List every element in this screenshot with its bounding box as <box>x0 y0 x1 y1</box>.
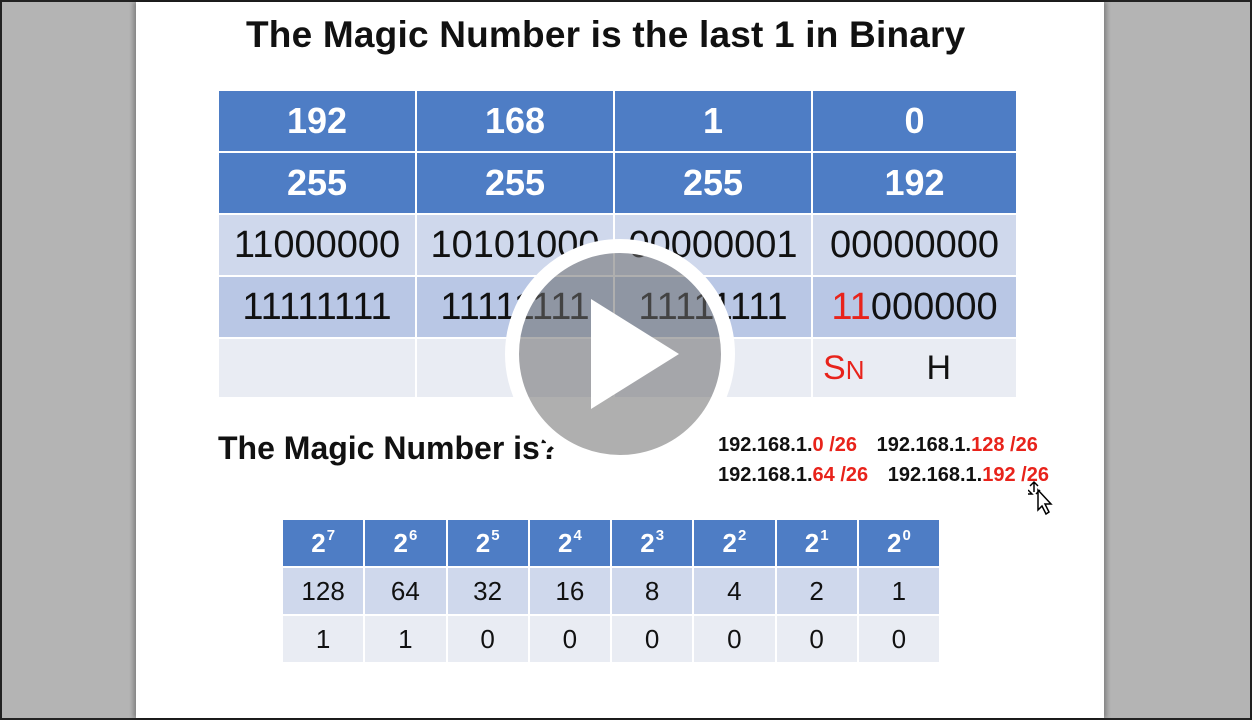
value-cell: 64 <box>363 566 448 616</box>
bit-cell: 0 <box>856 614 942 664</box>
subnet-prefix: 192.168.1. <box>718 434 813 456</box>
ip-binary-row: 11000000 10101000 00000001 00000000 <box>217 213 1018 277</box>
play-icon <box>505 239 735 469</box>
subnet-prefix: 192.168.1. <box>718 464 813 486</box>
subnet-label: SN <box>823 348 865 387</box>
ip-binary-cell: 00000000 <box>811 213 1018 277</box>
bit-cell: 1 <box>363 614 448 664</box>
subnet-list-row: 192.168.1.0 /26 192.168.1.128 /26 <box>718 430 1098 460</box>
mask-octet-cell: 192 <box>811 151 1018 215</box>
subnet-host: 64 <box>812 464 835 486</box>
bit-cell: 0 <box>445 614 530 664</box>
subnet-cidr: /26 <box>1004 434 1038 456</box>
exponent-row: 27 26 25 24 23 22 21 20 <box>280 518 942 568</box>
power-cell: 21 <box>774 518 859 568</box>
subnet-prefix: 192.168.1. <box>876 434 972 456</box>
power-cell: 25 <box>445 518 530 568</box>
mask-binary-cell: 11111111 <box>217 275 417 339</box>
mask-binary-cell-last: 11000000 <box>811 275 1018 339</box>
bit-cell: 0 <box>609 614 695 664</box>
value-cell: 2 <box>774 566 859 616</box>
subnet-list: 192.168.1.0 /26 192.168.1.128 /26 192.16… <box>718 430 1098 490</box>
ip-binary-cell: 11000000 <box>217 213 417 277</box>
bit-row: 1 1 0 0 0 0 0 0 <box>280 614 942 664</box>
mask-octet-row: 255 255 255 192 <box>217 151 1018 215</box>
power-cell: 23 <box>609 518 695 568</box>
bit-cell: 0 <box>527 614 613 664</box>
value-row: 128 64 32 16 8 4 2 1 <box>280 566 942 616</box>
bit-cell: 0 <box>692 614 777 664</box>
value-cell: 32 <box>445 566 530 616</box>
ip-octet-row: 192 168 1 0 <box>217 89 1018 153</box>
empty-cell <box>217 337 417 399</box>
value-cell: 8 <box>609 566 695 616</box>
slide-title: The Magic Number is the last 1 in Binary <box>246 14 966 55</box>
value-cell: 128 <box>280 566 366 616</box>
subnet-cidr: /26 <box>834 464 869 486</box>
value-cell: 4 <box>692 566 777 616</box>
subnet-list-row: 192.168.1.64 /26 192.168.1.192 /26 <box>718 460 1098 490</box>
power-cell: 26 <box>363 518 448 568</box>
ip-octet-cell: 0 <box>811 89 1018 153</box>
play-button[interactable] <box>503 237 737 471</box>
ip-octet-cell: 1 <box>613 89 813 153</box>
power-cell: 22 <box>692 518 777 568</box>
mask-octet-cell: 255 <box>217 151 417 215</box>
value-cell: 16 <box>527 566 613 616</box>
slide: The Magic Number is the last 1 in Binary… <box>136 2 1104 718</box>
mask-octet-cell: 255 <box>415 151 615 215</box>
powers-of-two-table: 27 26 25 24 23 22 21 20 128 64 32 16 8 4… <box>280 518 942 664</box>
power-cell: 27 <box>280 518 366 568</box>
value-cell: 1 <box>856 566 942 616</box>
mask-octet-cell: 255 <box>613 151 813 215</box>
bit-cell: 1 <box>280 614 366 664</box>
subnet-host: 128 <box>971 434 1005 456</box>
power-cell: 20 <box>856 518 942 568</box>
bit-cell: 0 <box>774 614 859 664</box>
move-cursor-icon <box>1028 480 1053 516</box>
magic-number-question: The Magic Number is? <box>218 430 560 466</box>
subnet-host: 192 <box>982 464 1016 486</box>
host-label: H <box>926 348 952 387</box>
ip-octet-cell: 192 <box>217 89 417 153</box>
ip-octet-cell: 168 <box>415 89 615 153</box>
sn-host-cell: SN H <box>811 337 1018 399</box>
host-bits: 000000 <box>870 285 998 328</box>
subnet-host: 0 <box>812 434 824 456</box>
power-cell: 24 <box>527 518 613 568</box>
subnet-cidr: /26 <box>823 434 858 456</box>
subnet-prefix: 192.168.1. <box>887 464 983 486</box>
network-bits: 11 <box>831 285 871 328</box>
subnet-cidr: /26 <box>1015 464 1049 486</box>
